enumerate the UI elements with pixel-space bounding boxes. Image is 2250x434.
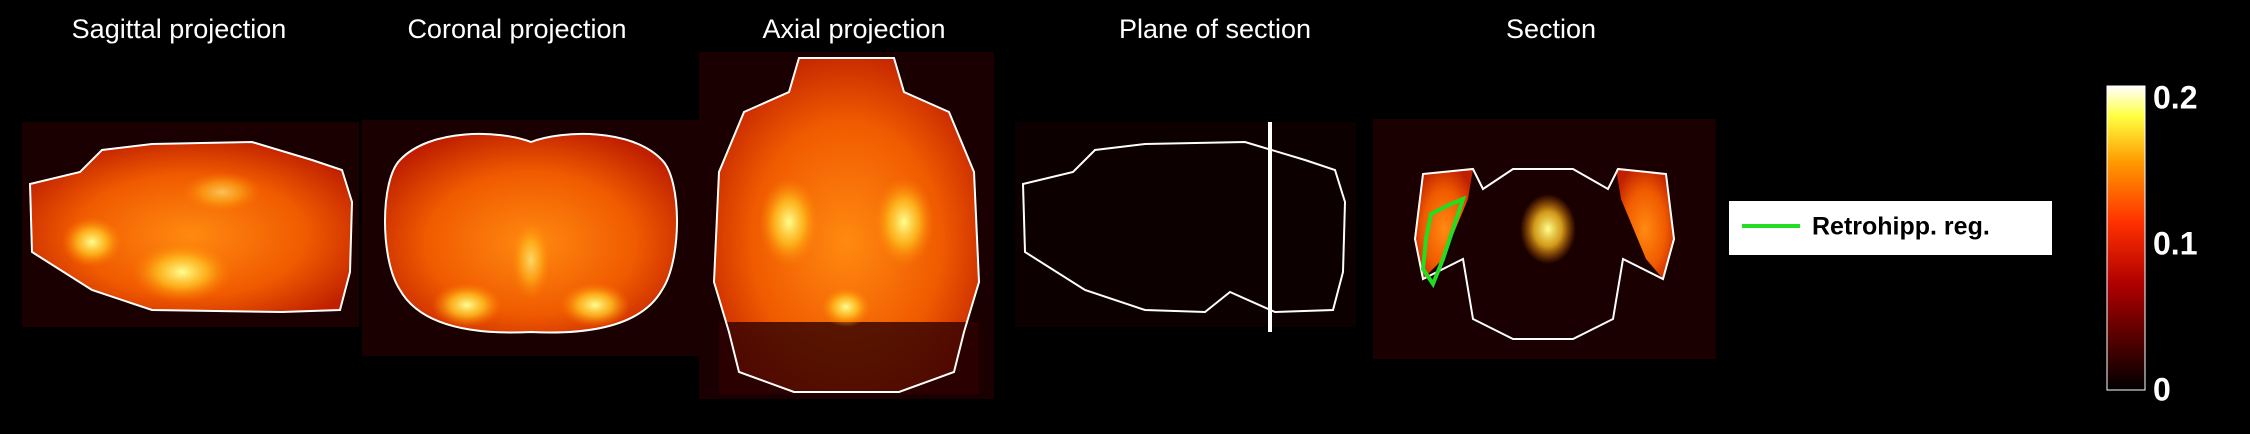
sagittal-panel xyxy=(22,122,359,327)
axial-panel xyxy=(699,52,994,399)
panel-title: Plane of section xyxy=(1119,14,1311,44)
legend: Retrohipp. reg. xyxy=(1729,201,2052,255)
coronal-panel xyxy=(362,120,700,356)
section-panel xyxy=(1373,119,1716,359)
colorbar-tick-label: 0.2 xyxy=(2153,79,2197,115)
panel-title: Sagittal projection xyxy=(72,14,287,44)
legend-label: Retrohipp. reg. xyxy=(1812,213,1990,241)
colorbar-scale xyxy=(2106,85,2146,391)
colorbar-tick-label: 0 xyxy=(2153,371,2171,407)
panel-title: Coronal projection xyxy=(407,14,626,44)
panel-title: Section xyxy=(1506,14,1596,44)
panel-title: Axial projection xyxy=(762,14,945,44)
plane-panel xyxy=(1015,122,1356,332)
colorbar-tick-label: 0.1 xyxy=(2153,225,2197,261)
colorbar: 0.2 0.1 0 xyxy=(2106,79,2197,407)
